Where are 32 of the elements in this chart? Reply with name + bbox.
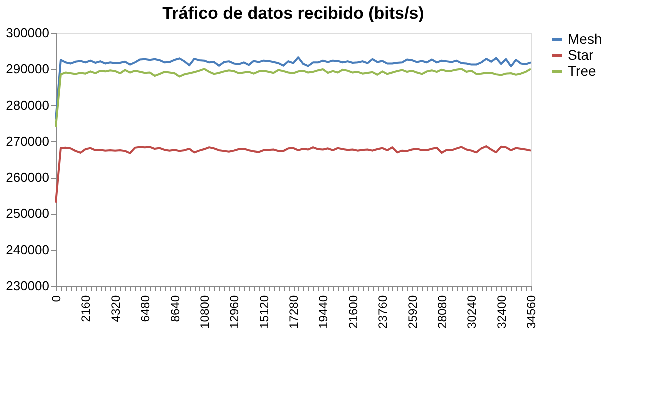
y-tick-label: 300000 [6,26,50,40]
x-tick-label: 6480 [138,295,153,322]
legend-label: Mesh [568,31,602,47]
x-tick-label: 8640 [168,295,182,322]
x-tick-label: 32400 [494,295,509,329]
y-tick-label: 270000 [6,134,50,149]
line-series [55,145,532,204]
x-tick-label: 25920 [406,295,420,329]
x-tick-label: 30240 [465,295,480,329]
chart-title: Tráfico de datos recibido (bits/s) [162,4,424,23]
legend-label: Tree [568,63,596,79]
x-tick-label: 23760 [376,295,390,329]
x-tick-label: 19440 [316,295,331,329]
x-tick-label: 34560 [524,295,538,329]
y-tick-label: 250000 [6,206,50,222]
x-tick-label: 12960 [228,295,242,329]
y-tick-label: 290000 [6,62,50,77]
x-tick-label: 4320 [108,295,123,322]
x-tick-label: 2160 [79,295,94,322]
x-tick-label: 28080 [435,295,450,329]
x-tick-label: 15120 [257,295,272,329]
x-tick-label: 21600 [346,295,360,329]
x-tick-label: 17280 [287,295,301,329]
legend-label: Star [568,47,594,63]
y-tick-label: 240000 [6,242,50,258]
line-series [55,68,532,128]
y-tick-label: 260000 [6,170,50,186]
line-series [55,56,532,121]
y-tick-label: 230000 [6,278,50,294]
x-tick-label: 0 [50,295,64,302]
x-tick-label: 10800 [198,295,212,329]
y-tick-label: 280000 [6,98,50,113]
